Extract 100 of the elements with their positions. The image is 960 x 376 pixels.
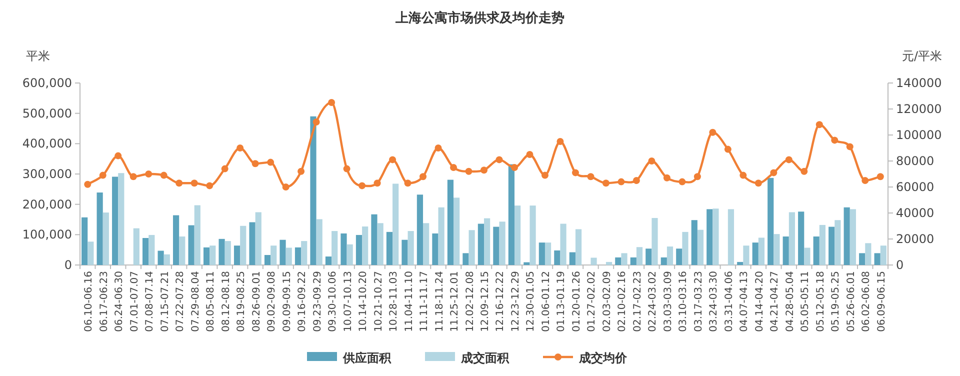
bar [118, 173, 124, 265]
point [420, 173, 427, 180]
x-tick-label: 05.26-06.01 [846, 271, 857, 332]
y2-tick-label: 140000 [896, 76, 942, 90]
bar [774, 234, 780, 265]
bar [432, 233, 438, 265]
x-tick-label: 01.06-01.12 [540, 271, 552, 332]
point [831, 136, 838, 144]
x-tick-label: 08.05-08.11 [206, 271, 217, 332]
x-tick-label: 06.09-06.15 [876, 271, 888, 332]
point [632, 177, 640, 184]
x-tick-label: 04.14-04.20 [754, 271, 766, 332]
bar [874, 253, 880, 265]
bar [590, 258, 597, 265]
bar [164, 254, 170, 265]
bar [133, 228, 140, 265]
point [618, 178, 625, 186]
point [510, 164, 518, 171]
point [328, 99, 336, 106]
bar [462, 253, 469, 265]
point [389, 156, 396, 164]
point [358, 182, 366, 190]
bar [210, 246, 216, 265]
x-tick-label: 11.04-11.10 [404, 271, 415, 332]
x-tick-label: 07.08-07.14 [144, 271, 156, 332]
y-tick-label: 200,000 [22, 197, 72, 212]
bar [676, 248, 682, 265]
bar [280, 240, 286, 265]
bar [408, 231, 414, 265]
bar [660, 257, 667, 265]
bar [819, 224, 826, 265]
y2-axis-title: 元/平米 [902, 49, 942, 63]
x-tick-label: 09.09-09.15 [282, 271, 293, 332]
point [160, 172, 168, 179]
bar [682, 232, 688, 265]
x-tick-label: 10.14-10.20 [358, 271, 370, 332]
bar [234, 246, 240, 265]
x-tick-label: 03.10-03.16 [678, 271, 690, 332]
bar [569, 252, 576, 265]
bar [844, 207, 850, 265]
bar [172, 215, 180, 265]
bar [96, 192, 103, 265]
bar [340, 233, 347, 265]
point [145, 170, 152, 178]
x-tick-label: 09.23-09.29 [312, 271, 324, 332]
point [587, 173, 594, 180]
bar [508, 164, 514, 265]
y2-tick-label: 80000 [896, 154, 934, 168]
bar [224, 241, 231, 265]
bar [575, 229, 582, 265]
bar [249, 222, 256, 265]
x-tick-label: 12.30-01.05 [526, 271, 537, 332]
bar [752, 242, 758, 265]
bar [294, 247, 302, 265]
bar [194, 205, 200, 265]
bar [179, 236, 186, 265]
x-tick-label: 06.17-06.23 [98, 271, 110, 332]
point [556, 138, 564, 145]
bar [834, 220, 841, 265]
point [404, 180, 412, 187]
x-tick-label: 12.23-12.29 [510, 271, 522, 332]
point [572, 169, 579, 176]
bar [538, 242, 545, 265]
point [130, 173, 137, 180]
x-tick-label: 01.27-02.02 [586, 271, 598, 332]
point [724, 146, 732, 153]
point [190, 180, 198, 187]
bar [447, 180, 454, 265]
x-tick-label: 11.25-12.01 [450, 271, 461, 332]
point [236, 144, 244, 152]
bar [102, 212, 109, 265]
chart-title: 上海公寓市场供求及均价走势 [394, 10, 564, 26]
point [465, 168, 472, 175]
point [862, 177, 869, 184]
x-tick-label: 11.11-11.17 [419, 271, 430, 332]
point [84, 180, 92, 188]
point [434, 144, 442, 152]
x-tick-label: 08.12-08.18 [220, 271, 232, 332]
x-tick-label: 03.17-03.23 [693, 271, 704, 332]
bar [203, 247, 210, 265]
bar [782, 236, 789, 265]
y-tick-label: 300,000 [22, 167, 72, 181]
bar [218, 238, 225, 265]
y2-tick-label: 60000 [896, 180, 934, 194]
bar [158, 250, 164, 265]
point [800, 168, 808, 175]
x-tick-label: 09.16-09.22 [297, 271, 308, 332]
bar [325, 256, 332, 265]
x-tick-label: 06.02-06.08 [861, 271, 872, 332]
point [754, 180, 762, 187]
bar [346, 244, 353, 265]
x-tick-label: 08.26-09.01 [251, 271, 262, 332]
y-tick-label: 100,000 [22, 228, 72, 242]
bar [544, 242, 552, 265]
bar [493, 226, 500, 265]
bar [392, 184, 399, 265]
point [770, 169, 778, 176]
point [785, 156, 792, 164]
point [206, 182, 214, 190]
bar [859, 253, 866, 265]
